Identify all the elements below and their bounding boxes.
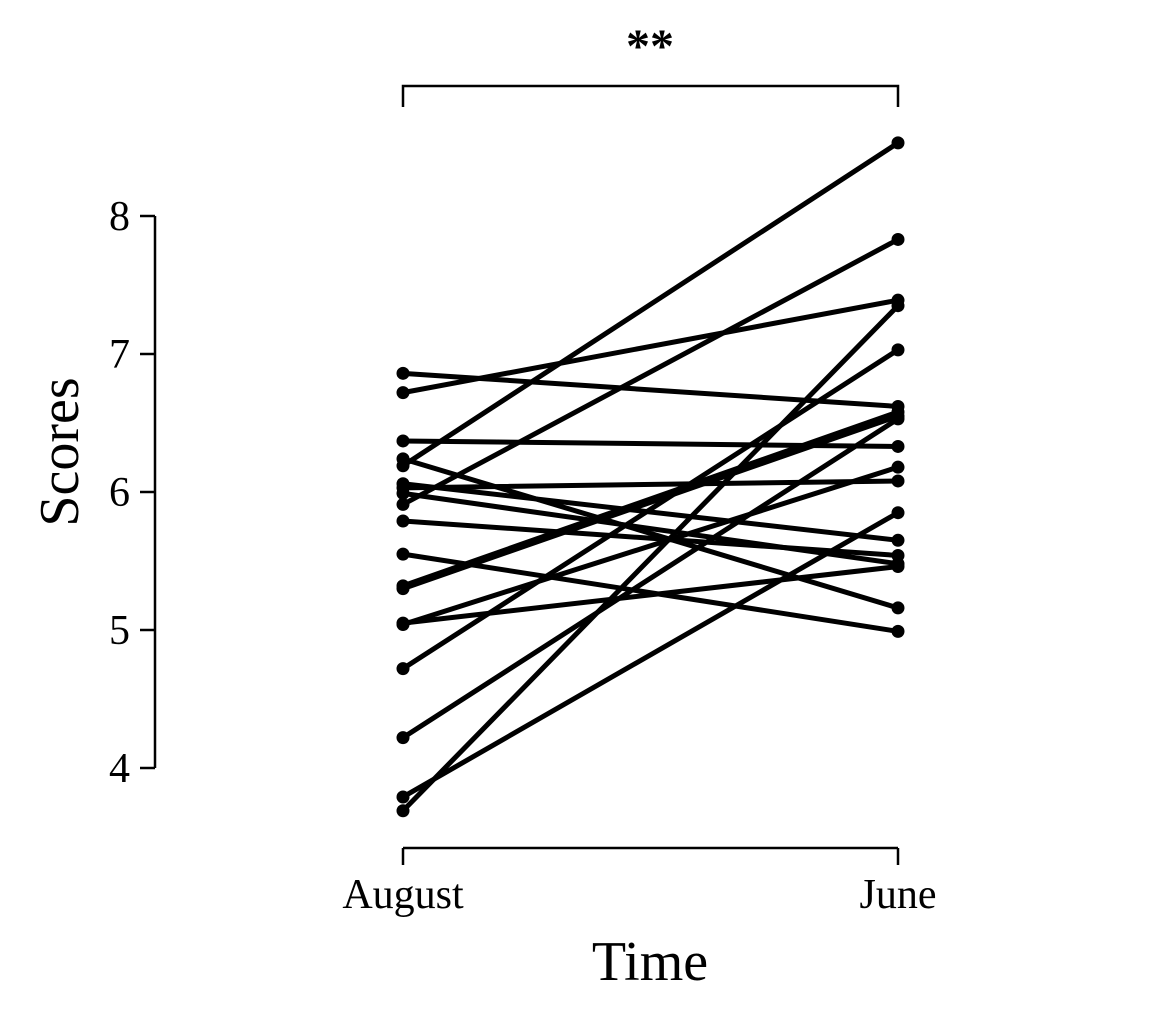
y-tick-label: 6 [109, 470, 130, 516]
data-point [396, 617, 410, 631]
significance-bracket [401, 84, 900, 107]
data-point [396, 434, 410, 448]
x-axis: August June [342, 846, 937, 918]
series-line [400, 140, 901, 469]
data-point [891, 624, 905, 638]
data-point [891, 560, 905, 574]
y-tick-label: 7 [109, 332, 130, 378]
data-point [891, 232, 905, 246]
y-axis-title: Scores [29, 377, 91, 526]
data-point [891, 474, 905, 488]
data-point [891, 136, 905, 150]
data-point [396, 662, 410, 676]
y-tick-label: 8 [109, 194, 130, 240]
series-line [400, 564, 901, 626]
significance-label: ** [626, 20, 674, 73]
data-point [891, 439, 905, 453]
data-point [891, 343, 905, 357]
data-point [396, 582, 410, 596]
x-tick-label: August [342, 872, 464, 918]
y-tick-label: 4 [109, 746, 130, 792]
data-point [891, 460, 905, 474]
series-line [400, 456, 901, 611]
series-line [400, 510, 901, 800]
x-axis-title: Time [592, 931, 708, 993]
data-point [396, 486, 410, 500]
data-point [891, 412, 905, 426]
series-line [400, 236, 901, 507]
series-line [400, 347, 901, 672]
data-point [396, 514, 410, 528]
y-axis: 4 5 6 7 8 [109, 194, 157, 792]
data-point [891, 548, 905, 562]
series-line [400, 297, 901, 396]
series-line [400, 464, 901, 627]
series-line [400, 518, 901, 558]
data-point [396, 366, 410, 380]
data-point [396, 386, 410, 400]
data-point [891, 299, 905, 313]
series-line [400, 416, 901, 741]
data-point [396, 731, 410, 745]
data-point [891, 506, 905, 520]
data-point [396, 790, 410, 804]
data-point [396, 804, 410, 818]
series-line [400, 413, 901, 592]
series-line [400, 409, 901, 589]
series-group [396, 136, 905, 818]
y-tick-label: 5 [109, 608, 130, 654]
data-point [891, 533, 905, 547]
data-point [891, 601, 905, 615]
data-point [396, 547, 410, 561]
series-line [400, 478, 901, 491]
data-point [396, 497, 410, 511]
x-tick-label: June [860, 872, 937, 918]
series-line [400, 303, 901, 814]
data-point [396, 459, 410, 473]
